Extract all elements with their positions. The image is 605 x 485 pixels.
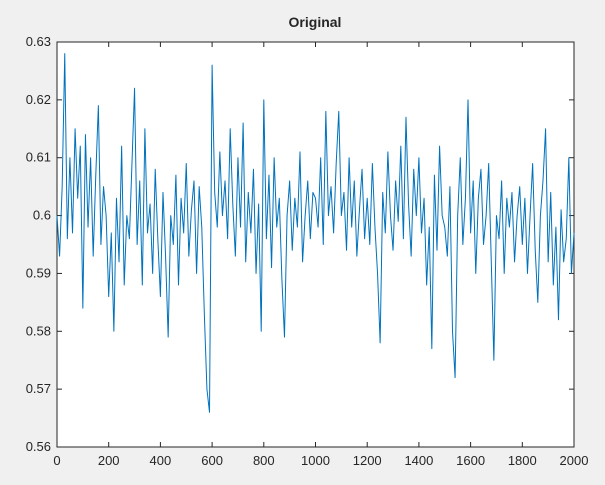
y-tick-label: 0.59 <box>26 265 51 280</box>
x-tick-label: 2000 <box>560 453 589 468</box>
y-tick-label: 0.58 <box>26 323 51 338</box>
x-tick-label: 0 <box>53 453 60 468</box>
x-tick-label: 1800 <box>508 453 537 468</box>
data-line <box>56 53 575 413</box>
y-tick-label: 0.62 <box>26 92 51 107</box>
x-tick-label: 400 <box>150 453 172 468</box>
y-tick-label: 0.61 <box>26 150 51 165</box>
y-tick-label: 0.56 <box>26 439 51 454</box>
y-tick-label: 0.63 <box>26 34 51 49</box>
x-tick-label: 1600 <box>456 453 485 468</box>
x-tick-label: 1200 <box>353 453 382 468</box>
x-tick-label: 600 <box>201 453 223 468</box>
y-tick-label: 0.57 <box>26 381 51 396</box>
x-tick-label: 1000 <box>301 453 330 468</box>
chart-title: Original <box>289 14 342 30</box>
x-tick-label: 200 <box>98 453 120 468</box>
x-tick-label: 800 <box>253 453 275 468</box>
x-tick-label: 1400 <box>404 453 433 468</box>
y-tick-label: 0.6 <box>33 208 51 223</box>
